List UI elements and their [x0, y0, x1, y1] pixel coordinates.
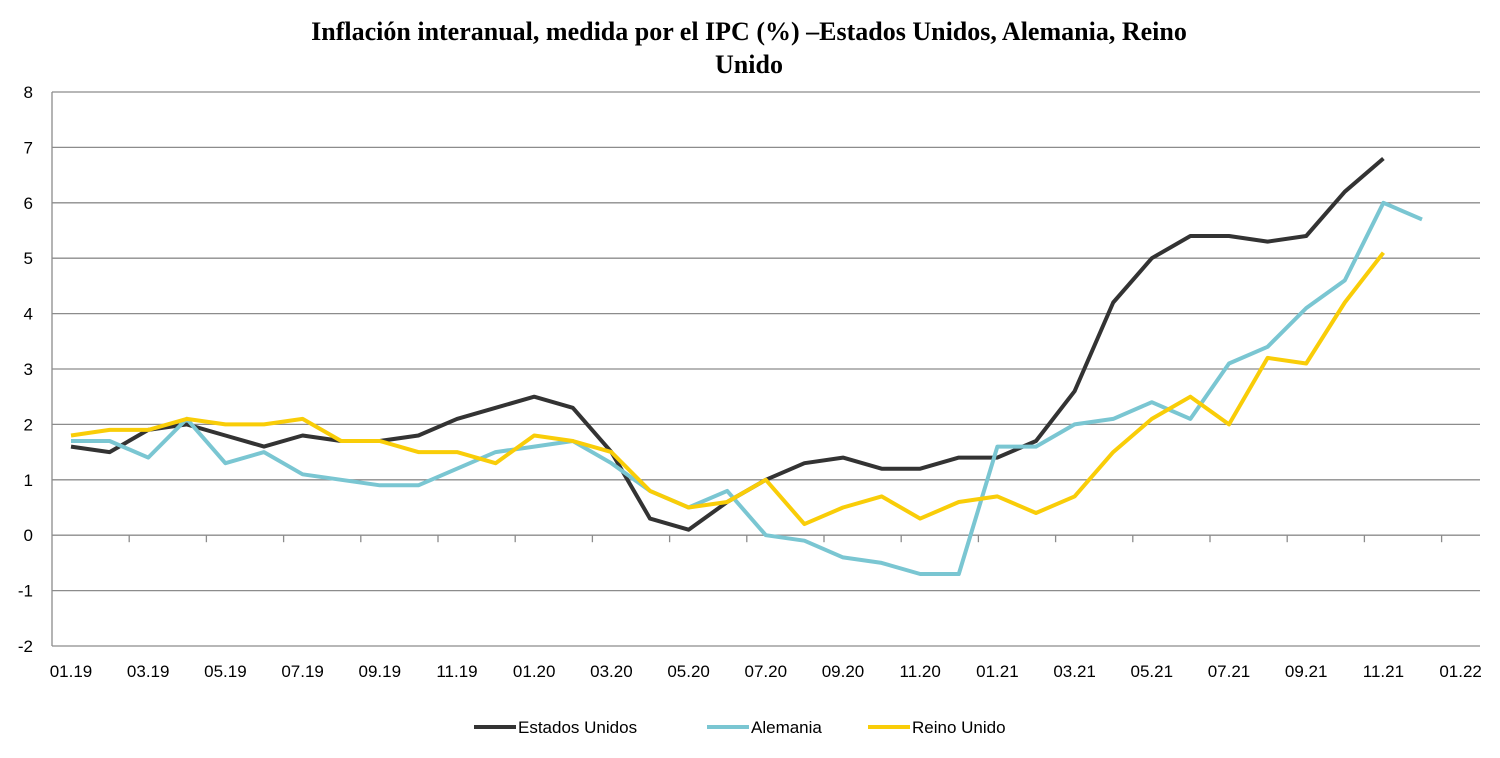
y-tick-label: -1: [18, 582, 33, 601]
x-tick-label: 05.21: [1131, 662, 1174, 681]
x-tick-label: 07.21: [1208, 662, 1251, 681]
gridlines: [51, 91, 1480, 647]
y-tick-label: 1: [24, 471, 33, 490]
x-tick-label: 09.21: [1285, 662, 1328, 681]
x-tick-label: 09.20: [822, 662, 865, 681]
x-tick-label: 05.19: [204, 662, 247, 681]
x-tick-label: 03.19: [127, 662, 170, 681]
y-tick-label: 8: [24, 83, 33, 102]
y-tick-label: 6: [24, 194, 33, 213]
series-line-alemania: [71, 200, 1423, 576]
series-line-reino-unido: [70, 251, 1385, 527]
x-tick-label: 03.20: [590, 662, 633, 681]
y-tick-label: 5: [24, 249, 33, 268]
y-tick-label: 4: [24, 305, 33, 324]
x-tick-label: 01.22: [1439, 662, 1482, 681]
y-tick-label: 7: [24, 138, 33, 157]
y-tick-label: 3: [24, 360, 33, 379]
x-tick-label: 07.19: [281, 662, 324, 681]
x-tick-label: 05.20: [667, 662, 710, 681]
y-tick-label: -2: [18, 637, 33, 656]
x-axis-tick-labels: 01.19 03.19 05.19 07.19 09.19 11.19 01.20 03.20…: [50, 662, 1482, 681]
x-tick-label: 03.21: [1053, 662, 1096, 681]
legend-label-alemania: Alemania: [751, 718, 822, 737]
series-line-estados-unidos: [70, 156, 1385, 532]
x-tick-label: 01.19: [50, 662, 93, 681]
y-tick-label: 2: [24, 415, 33, 434]
chart-title-line-1: Inflación interanual, medida por el IPC …: [311, 17, 1187, 46]
x-tick-label: 07.20: [745, 662, 788, 681]
x-tick-label: 09.19: [359, 662, 402, 681]
y-axis-tick-labels: 8 7 6 5 4 3 2 1 0 -1 -2: [18, 83, 33, 656]
chart-title: Inflación interanual, medida por el IPC …: [311, 17, 1187, 79]
x-tick-label: 11.21: [1363, 662, 1404, 681]
chart-title-line-2: Unido: [715, 50, 783, 79]
x-tick-label: 01.20: [513, 662, 556, 681]
x-tick-label: 11.19: [436, 662, 477, 681]
legend: Estados Unidos Alemania Reino Unido: [474, 718, 1006, 737]
series-lines: [70, 156, 1423, 576]
x-tick-label: 11.20: [900, 662, 941, 681]
x-tick-label: 01.21: [976, 662, 1019, 681]
legend-label-estados-unidos: Estados Unidos: [518, 718, 637, 737]
legend-label-reino-unido: Reino Unido: [912, 718, 1006, 737]
y-tick-label: 0: [24, 526, 33, 545]
